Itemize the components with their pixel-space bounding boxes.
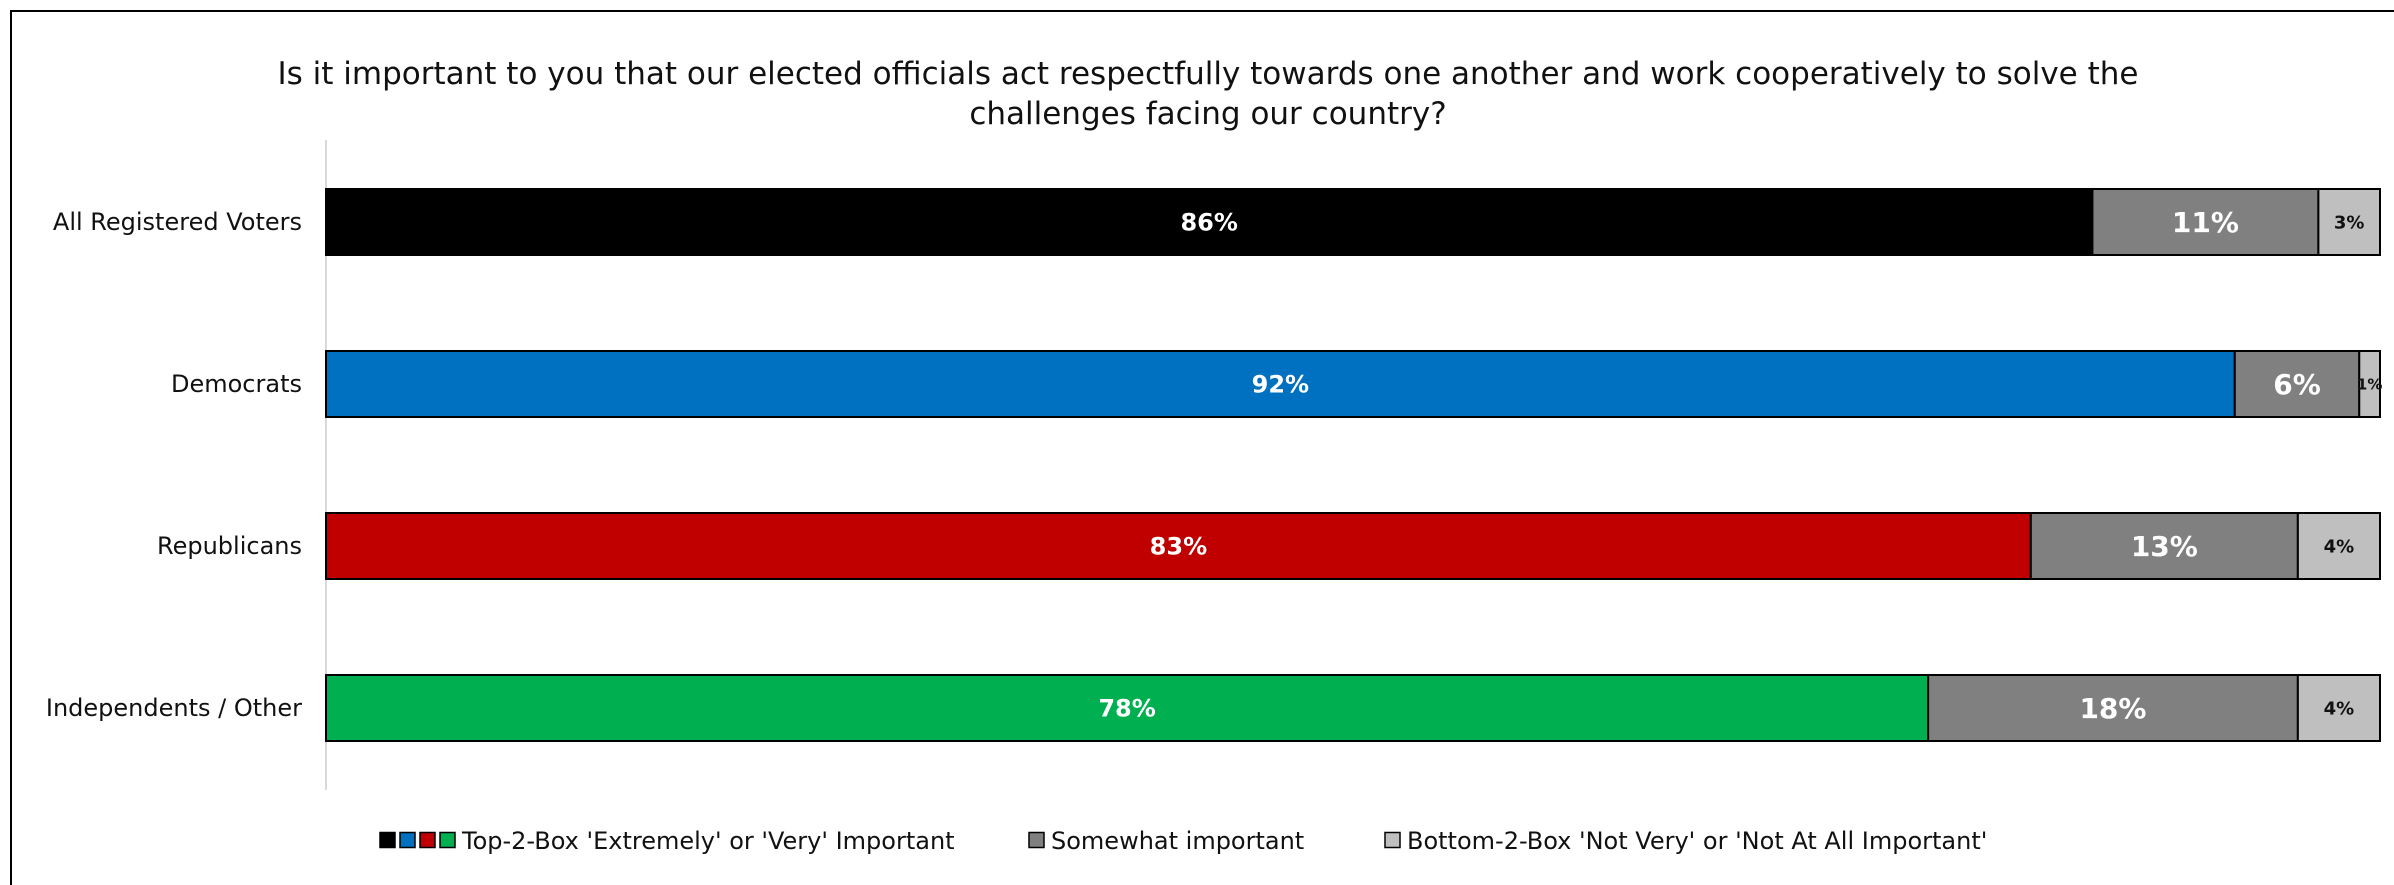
bar-segments (325, 188, 2382, 742)
data-label: 11% (2172, 206, 2239, 239)
data-label: 3% (2334, 212, 2365, 233)
chart-title-line-1: Is it important to you that our elected … (278, 56, 2139, 92)
data-label: 1% (2357, 375, 2382, 393)
chart-title-line-2: challenges facing our country? (969, 96, 1446, 132)
data-labels: 86% 11% 3% 92% 6% 1% 83% 13% 4% 78% 18% 4% (1098, 206, 2382, 725)
data-label: 18% (2079, 692, 2146, 725)
legend-label: Somewhat important (1051, 827, 1304, 855)
legend-label: Bottom-2-Box 'Not Very' or 'Not At All I… (1407, 827, 1987, 855)
legend-swatch (439, 831, 456, 849)
legend-swatch (419, 831, 436, 849)
legend-swatch (1384, 831, 1401, 849)
legend-swatch (379, 831, 396, 849)
legend-swatch (1028, 831, 1045, 849)
bar-segment (325, 512, 2032, 580)
data-label: 13% (2131, 530, 2198, 563)
bar-segment (2358, 350, 2381, 418)
data-label: 86% (1180, 209, 1237, 237)
legend-label: Top-2-Box 'Extremely' or 'Very' Importan… (461, 827, 955, 855)
data-label: 83% (1150, 533, 1207, 561)
legend-swatch (399, 831, 416, 849)
bar-segment (1927, 674, 2299, 742)
category-label: Democrats (171, 370, 302, 398)
bar-segment (325, 188, 2094, 256)
category-label: All Registered Voters (53, 208, 302, 236)
data-label: 4% (2324, 698, 2355, 719)
category-label: Republicans (157, 532, 302, 560)
data-label: 92% (1252, 371, 1309, 399)
data-label: 4% (2324, 536, 2355, 557)
chart-title: Is it important to you that our elected … (278, 56, 2139, 132)
bar-segment (325, 350, 2236, 418)
chart-legend: Top-2-Box 'Extremely' or 'Very' Importan… (379, 827, 1987, 855)
data-label: 6% (2273, 368, 2321, 401)
data-label: 78% (1098, 695, 1155, 723)
bar-segment (2296, 512, 2382, 580)
bar-segment (2296, 674, 2382, 742)
bar-segment (2317, 188, 2381, 256)
category-label: Independents / Other (46, 694, 302, 722)
bar-segment (2029, 512, 2299, 580)
category-axis-labels: All Registered Voters Democrats Republican… (46, 208, 302, 722)
bar-segment (2233, 350, 2361, 418)
